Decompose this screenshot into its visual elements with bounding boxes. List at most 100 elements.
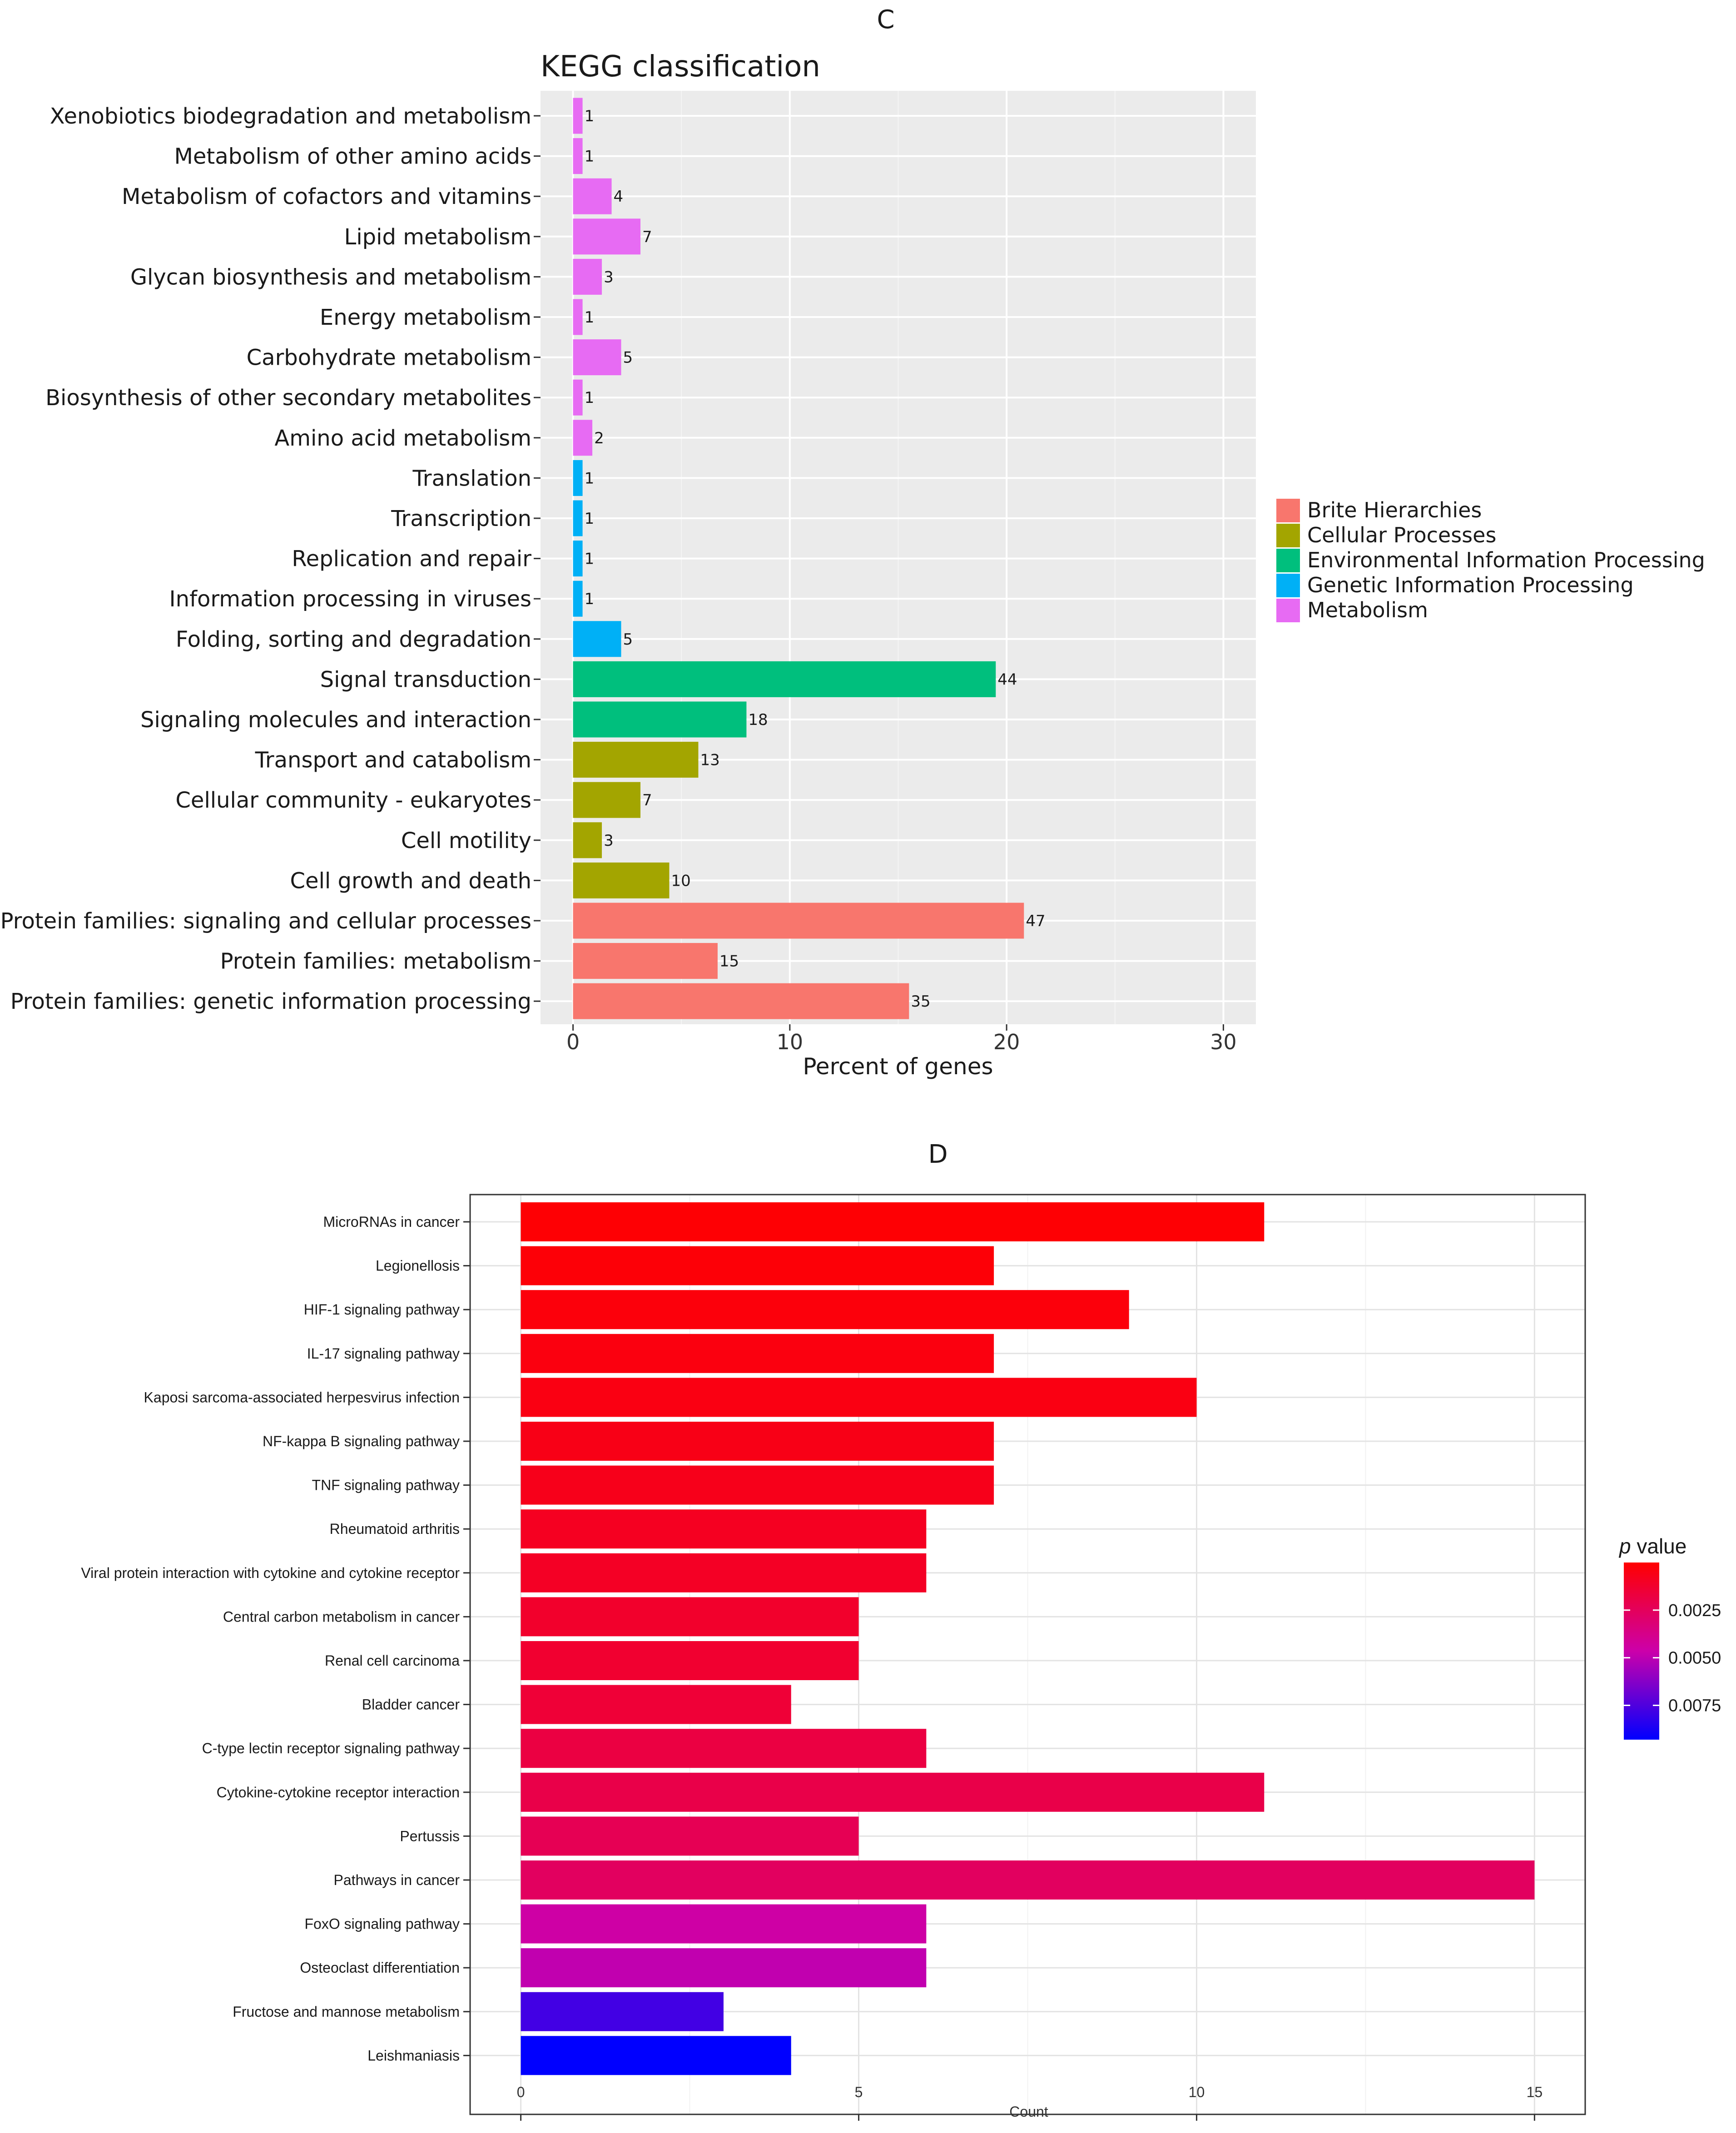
bar-value-label: 10 — [671, 872, 691, 890]
bar — [521, 1553, 927, 1592]
x-tick-label: 20 — [993, 1030, 1020, 1054]
bar — [573, 379, 583, 416]
bar — [521, 1641, 859, 1680]
category-label: Cell motility — [401, 828, 531, 853]
bar — [573, 460, 583, 496]
bar-value-label: 3 — [604, 832, 614, 850]
bar — [573, 943, 718, 979]
colorbar-title-italic: p — [1618, 1534, 1631, 1558]
category-label: Folding, sorting and degradation — [176, 627, 531, 652]
bar — [573, 420, 593, 456]
bar — [573, 500, 583, 536]
category-label: FoxO signaling pathway — [304, 1916, 460, 1932]
category-label: Protein families: metabolism — [220, 949, 531, 974]
category-label: Replication and repair — [292, 546, 531, 572]
bar-value-label: 5 — [623, 630, 633, 649]
bar-value-label: 44 — [997, 670, 1017, 689]
bar-value-label: 1 — [585, 389, 595, 407]
category-label: Fructose and mannose metabolism — [233, 2004, 460, 2020]
category-label: Carbohydrate metabolism — [247, 345, 531, 371]
bar-value-label: 1 — [585, 308, 595, 327]
bar-value-label: 1 — [585, 148, 595, 166]
legend-label: Cellular Processes — [1307, 523, 1496, 547]
bar — [521, 1202, 1265, 1241]
bar — [521, 1465, 994, 1505]
category-label: Metabolism of other amino acids — [174, 144, 531, 169]
bar — [521, 1334, 994, 1373]
category-label: HIF-1 signaling pathway — [304, 1301, 460, 1318]
bar-value-label: 1 — [585, 510, 595, 528]
bar — [573, 782, 641, 818]
bar-value-label: 1 — [585, 550, 595, 568]
bar — [521, 1948, 927, 1988]
category-label: Pertussis — [400, 1828, 460, 1844]
category-label: Signaling molecules and interaction — [140, 707, 531, 733]
legend-label: Environmental Information Processing — [1307, 548, 1705, 572]
x-tick-label: 15 — [1527, 2084, 1543, 2100]
category-label: Cytokine-cytokine receptor interaction — [217, 1784, 460, 1801]
bar — [573, 218, 641, 255]
panel-c-title: KEGG classification — [541, 50, 820, 84]
category-label: Kaposi sarcoma-associated herpesvirus in… — [144, 1389, 460, 1405]
bar — [573, 580, 583, 617]
category-label: Cellular community - eukaryotes — [175, 788, 531, 813]
bar-value-label: 4 — [614, 188, 624, 206]
panel-d-category-labels: MicroRNAs in cancer Legionellosis HIF-1 si… — [81, 1214, 470, 2064]
bar — [521, 1685, 791, 1724]
category-label: TNF signaling pathway — [312, 1477, 460, 1493]
bar-value-label: 5 — [623, 349, 633, 367]
category-label: C-type lectin receptor signaling pathway — [202, 1740, 460, 1756]
x-tick-label: 5 — [855, 2084, 863, 2100]
x-tick-label: 0 — [517, 2084, 525, 2100]
colorbar-gradient — [1624, 1563, 1659, 1740]
colorbar-tick-label: 0.0050 — [1668, 1649, 1721, 1668]
bar-value-label: 1 — [585, 590, 595, 608]
category-label: Rheumatoid arthritis — [330, 1521, 460, 1537]
legend-label: Brite Hierarchies — [1307, 498, 1482, 522]
bar — [573, 661, 996, 697]
panel-c-x-ticks: 0 10 20 30 — [566, 1024, 1237, 1054]
bar — [521, 1509, 927, 1549]
legend-swatch — [1276, 499, 1300, 522]
bar — [573, 822, 602, 858]
bar — [573, 983, 909, 1019]
category-label: Cell growth and death — [290, 868, 531, 893]
legend-label: Genetic Information Processing — [1307, 573, 1634, 597]
panel-c-bars — [573, 98, 1024, 1019]
category-label: Translation — [412, 466, 531, 491]
bar-value-label: 7 — [642, 228, 652, 246]
bar — [573, 138, 583, 174]
bar — [573, 621, 621, 657]
panel-c-x-axis-title: Percent of genes — [803, 1053, 993, 1080]
bar — [521, 1422, 994, 1461]
category-label: Protein families: genetic information pr… — [10, 989, 531, 1014]
bar-value-label: 7 — [642, 791, 652, 809]
bar — [573, 541, 583, 577]
legend-swatch — [1276, 524, 1300, 547]
bar — [521, 1290, 1129, 1329]
category-label: Transcription — [391, 506, 531, 531]
category-label: Renal cell carcinoma — [325, 1652, 460, 1669]
bar — [521, 1597, 859, 1637]
bar — [573, 862, 670, 898]
panel-d-x-axis-title: Count — [1009, 2103, 1048, 2120]
category-label: Biosynthesis of other secondary metaboli… — [45, 385, 531, 411]
category-label: Leishmaniasis — [367, 2047, 460, 2064]
x-tick-label: 0 — [566, 1030, 580, 1054]
legend-swatch — [1276, 599, 1300, 622]
category-label: Legionellosis — [376, 1258, 460, 1274]
x-tick-label: 10 — [1189, 2084, 1205, 2100]
category-label: Viral protein interaction with cytokine … — [81, 1565, 460, 1581]
category-label: Lipid metabolism — [344, 224, 531, 250]
category-label: IL-17 signaling pathway — [307, 1345, 460, 1362]
bar-value-label: 47 — [1026, 912, 1045, 930]
bar-value-label: 35 — [911, 992, 930, 1011]
bar — [521, 1860, 1535, 1900]
bar — [521, 1816, 859, 1856]
bar — [521, 1378, 1197, 1417]
legend-swatch — [1276, 574, 1300, 597]
category-label: Xenobiotics biodegradation and metabolis… — [50, 104, 531, 129]
x-tick-label: 10 — [777, 1030, 804, 1054]
bar — [573, 339, 621, 376]
